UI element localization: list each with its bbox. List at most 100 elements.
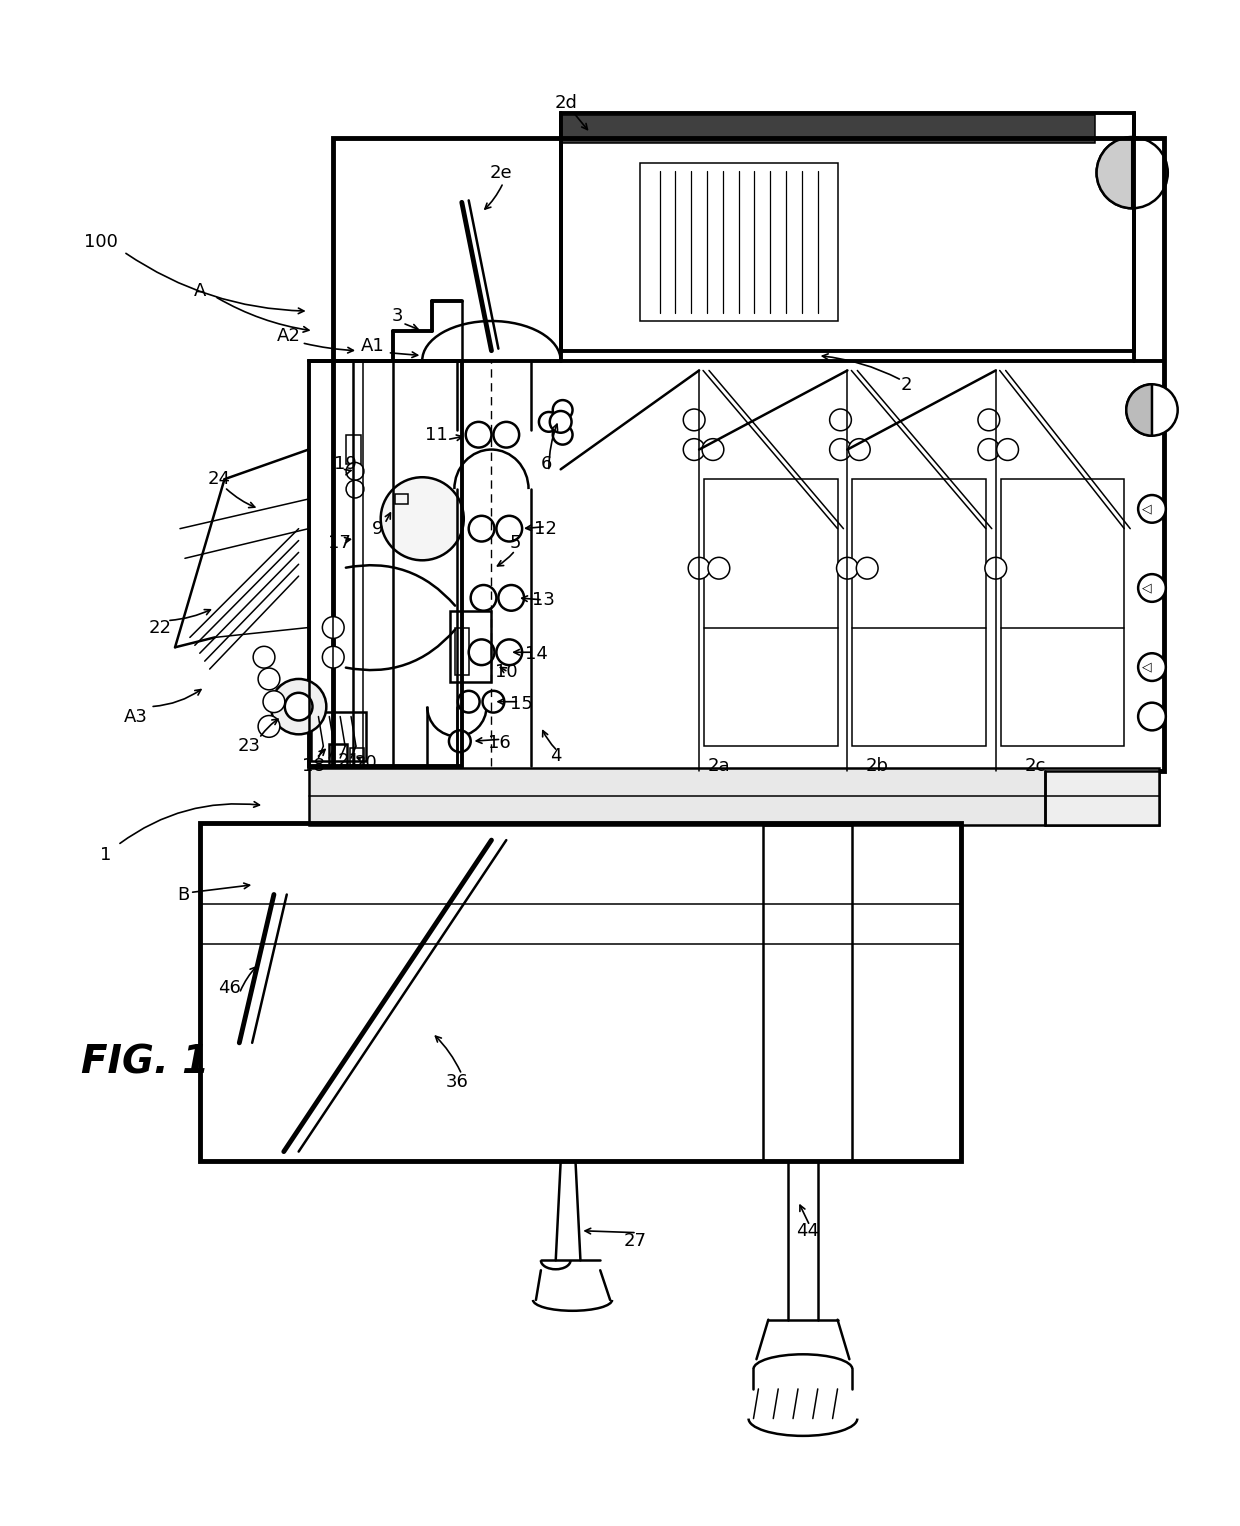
Text: B: B — [177, 885, 188, 903]
Text: 2c: 2c — [1024, 757, 1047, 775]
Text: 2: 2 — [901, 377, 913, 394]
Circle shape — [1138, 574, 1166, 601]
Circle shape — [1096, 137, 1168, 208]
Circle shape — [688, 557, 711, 578]
Text: 36: 36 — [445, 1073, 469, 1091]
Circle shape — [469, 639, 495, 665]
Circle shape — [549, 410, 572, 433]
Text: 19: 19 — [334, 455, 357, 473]
Circle shape — [539, 412, 559, 432]
Bar — [309, 768, 1159, 826]
Bar — [311, 711, 366, 761]
Circle shape — [1138, 702, 1166, 731]
Bar — [450, 610, 491, 682]
Text: A3: A3 — [124, 708, 148, 725]
Bar — [330, 745, 347, 766]
Bar — [704, 479, 837, 746]
Circle shape — [702, 438, 724, 461]
Bar — [560, 113, 1135, 351]
Bar — [1045, 771, 1159, 826]
Text: 17: 17 — [327, 534, 351, 552]
Circle shape — [322, 647, 345, 668]
Text: 2e: 2e — [490, 163, 512, 182]
Circle shape — [458, 691, 480, 713]
Circle shape — [482, 691, 505, 713]
Text: 2b: 2b — [866, 757, 889, 775]
Circle shape — [498, 584, 525, 610]
Text: ◁: ◁ — [1142, 502, 1152, 516]
Bar — [394, 494, 408, 504]
Circle shape — [985, 557, 1007, 578]
Circle shape — [1138, 653, 1166, 681]
Circle shape — [272, 679, 326, 734]
Text: A: A — [193, 282, 206, 301]
Text: 5: 5 — [510, 534, 521, 552]
Text: 16: 16 — [489, 734, 511, 752]
Text: 2a: 2a — [708, 757, 730, 775]
Text: 11: 11 — [425, 426, 448, 444]
Wedge shape — [1126, 385, 1152, 436]
Text: 100: 100 — [84, 233, 118, 250]
Circle shape — [830, 438, 852, 461]
Circle shape — [1126, 385, 1178, 436]
Text: 6: 6 — [541, 455, 553, 473]
Bar — [309, 360, 461, 766]
Circle shape — [346, 462, 363, 481]
Circle shape — [848, 438, 870, 461]
Bar — [200, 824, 961, 1161]
Text: 3: 3 — [392, 307, 403, 325]
Circle shape — [253, 647, 275, 668]
Circle shape — [1138, 494, 1166, 523]
Text: 20: 20 — [355, 754, 377, 772]
Circle shape — [449, 731, 471, 752]
Bar — [1001, 479, 1125, 746]
Circle shape — [381, 478, 464, 560]
Circle shape — [857, 557, 878, 578]
Circle shape — [285, 693, 312, 720]
Bar — [350, 748, 363, 766]
Text: 14: 14 — [525, 645, 547, 664]
Text: 22: 22 — [149, 618, 171, 636]
Text: 21: 21 — [337, 752, 361, 771]
Circle shape — [708, 557, 730, 578]
Circle shape — [466, 421, 491, 447]
Text: 27: 27 — [624, 1231, 646, 1250]
Text: 23: 23 — [238, 737, 260, 755]
Circle shape — [469, 516, 495, 542]
Circle shape — [258, 668, 280, 690]
Text: 9: 9 — [372, 520, 383, 537]
Text: 46: 46 — [218, 980, 241, 998]
Text: 13: 13 — [532, 591, 556, 609]
Bar — [346, 435, 361, 464]
Text: 1: 1 — [100, 845, 112, 864]
Text: ◁: ◁ — [1142, 581, 1152, 595]
Circle shape — [346, 481, 363, 497]
Text: FIG. 1: FIG. 1 — [81, 1044, 210, 1082]
Bar — [852, 479, 986, 746]
Circle shape — [263, 691, 285, 713]
Circle shape — [683, 409, 706, 430]
Text: 44: 44 — [796, 1222, 820, 1239]
Circle shape — [997, 438, 1018, 461]
Circle shape — [830, 409, 852, 430]
Circle shape — [978, 438, 999, 461]
Text: 2d: 2d — [554, 95, 577, 113]
Bar — [640, 163, 837, 320]
Bar — [334, 137, 1164, 771]
Circle shape — [494, 421, 520, 447]
Circle shape — [683, 438, 706, 461]
Bar — [560, 116, 1095, 143]
Text: ◁: ◁ — [1142, 661, 1152, 673]
Circle shape — [978, 409, 999, 430]
Circle shape — [496, 516, 522, 542]
Circle shape — [553, 400, 573, 420]
Circle shape — [496, 639, 522, 665]
Wedge shape — [1096, 137, 1132, 208]
Text: 24: 24 — [208, 470, 231, 488]
Circle shape — [258, 716, 280, 737]
Text: 4: 4 — [551, 748, 562, 765]
Bar — [455, 627, 469, 674]
Text: A2: A2 — [277, 327, 300, 345]
Circle shape — [553, 424, 573, 444]
Text: 12: 12 — [534, 520, 557, 537]
